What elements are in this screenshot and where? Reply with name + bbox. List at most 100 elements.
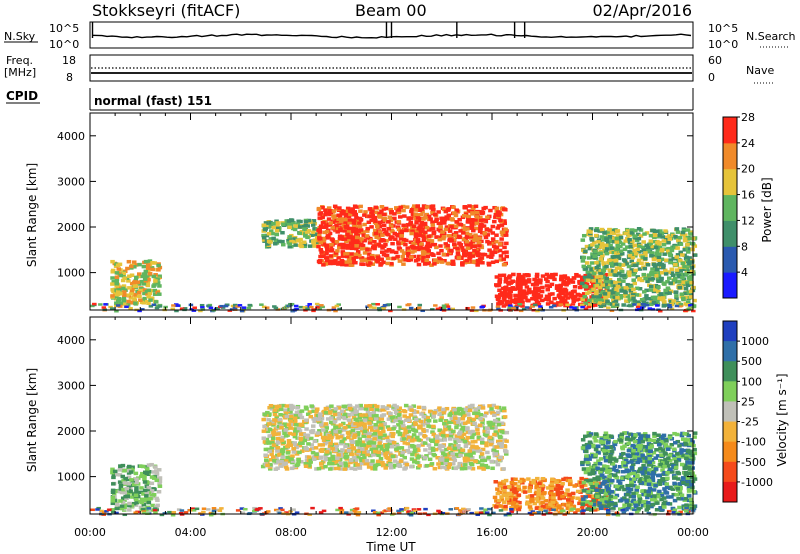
velocity-cell	[138, 505, 144, 510]
power-cell	[674, 255, 680, 259]
power-cell	[656, 258, 662, 262]
power-cell	[565, 303, 570, 307]
power-cell	[294, 307, 299, 311]
velocity-cell	[550, 477, 555, 482]
velocity-cell	[335, 436, 340, 440]
power-cell	[480, 252, 486, 257]
velocity-cell	[363, 407, 369, 411]
velocity-cell	[495, 462, 501, 467]
velocity-cell	[381, 462, 386, 467]
power-cell	[146, 301, 151, 305]
power-cell	[487, 248, 492, 252]
velocity-cell	[278, 464, 284, 468]
velocity-cell	[371, 414, 377, 418]
power-cell	[324, 251, 329, 255]
velocity-cell	[309, 429, 314, 434]
velocity-cell	[299, 449, 305, 453]
power-cell	[497, 211, 502, 215]
power-cell	[261, 233, 266, 238]
velocity-cell	[288, 410, 293, 414]
power-cell	[621, 279, 626, 283]
power-cell	[685, 242, 690, 247]
velocity-cell	[127, 508, 132, 512]
power-cell	[406, 217, 411, 221]
power-cell	[345, 246, 351, 250]
velocity-cell	[467, 466, 472, 470]
power-cell	[650, 308, 656, 311]
power-cell	[521, 294, 527, 299]
power-cell	[639, 261, 644, 265]
velocity-cell	[494, 445, 499, 449]
power-cell	[364, 234, 370, 238]
velocity-cell	[338, 454, 344, 458]
power-cell	[494, 206, 500, 211]
power-cell	[351, 221, 357, 225]
power-cell	[650, 272, 655, 277]
velocity-cell	[471, 432, 476, 436]
power-cell	[603, 279, 609, 283]
power-cell	[429, 240, 434, 245]
power-cell	[655, 304, 660, 307]
velocity-cell	[490, 425, 495, 430]
power-cell	[650, 276, 656, 281]
power-cell	[559, 298, 564, 302]
power-cell	[139, 279, 144, 284]
freq-unit-label: [MHz]	[4, 66, 36, 79]
velocity-cell	[142, 474, 147, 478]
power-cell	[585, 301, 591, 305]
power-cell	[474, 237, 480, 242]
velocity-cell	[446, 446, 452, 451]
velocity-cell	[470, 403, 475, 408]
power-cell	[580, 305, 585, 309]
power-cell	[440, 230, 445, 234]
power-cell	[382, 216, 387, 221]
power-cell	[199, 303, 205, 307]
velocity-cell	[450, 420, 455, 424]
velocity-cell	[496, 422, 502, 427]
velocity-cell	[470, 429, 476, 434]
velocity-cell	[284, 408, 289, 413]
power-cell	[354, 244, 359, 248]
velocity-cell	[154, 496, 159, 501]
velocity-cell	[391, 431, 396, 436]
power-cell	[396, 227, 402, 231]
power-cell	[474, 221, 480, 226]
velocity-cell	[362, 429, 368, 434]
velocity-cell	[440, 430, 446, 435]
power-cell	[461, 231, 466, 235]
velocity-cell	[565, 488, 570, 492]
power-cell	[643, 251, 648, 255]
velocity-cell	[424, 429, 429, 433]
power-cell	[673, 290, 679, 294]
velocity-cell	[480, 421, 485, 426]
velocity-cell	[314, 410, 319, 414]
power-cell	[208, 306, 214, 310]
velocity-cell	[134, 500, 140, 505]
power-cell	[668, 299, 674, 304]
power-cell	[588, 285, 593, 289]
power-cell	[571, 299, 576, 304]
velocity-cell	[448, 457, 454, 461]
power-cell	[656, 285, 661, 289]
power-cell	[358, 209, 363, 213]
velocity-cell	[120, 496, 126, 500]
power-cell	[297, 231, 303, 236]
velocity-cell	[461, 413, 467, 418]
velocity-cell	[133, 493, 139, 498]
velocity-cell	[290, 404, 295, 409]
velocity-cell	[466, 413, 471, 417]
velocity-cell	[388, 411, 393, 416]
power-cell	[414, 221, 419, 225]
velocity-cell	[401, 437, 407, 441]
power-cell	[136, 291, 142, 295]
power-cell	[486, 254, 491, 259]
power-cell	[421, 238, 427, 243]
power-cell	[286, 219, 292, 223]
power-cell	[587, 298, 592, 303]
nave-tick-top: 60	[708, 54, 722, 67]
velocity-cell	[318, 455, 324, 459]
power-cell	[572, 306, 577, 310]
velocity-cell	[144, 494, 149, 498]
power-cell	[405, 223, 411, 227]
power-cell	[441, 306, 447, 310]
